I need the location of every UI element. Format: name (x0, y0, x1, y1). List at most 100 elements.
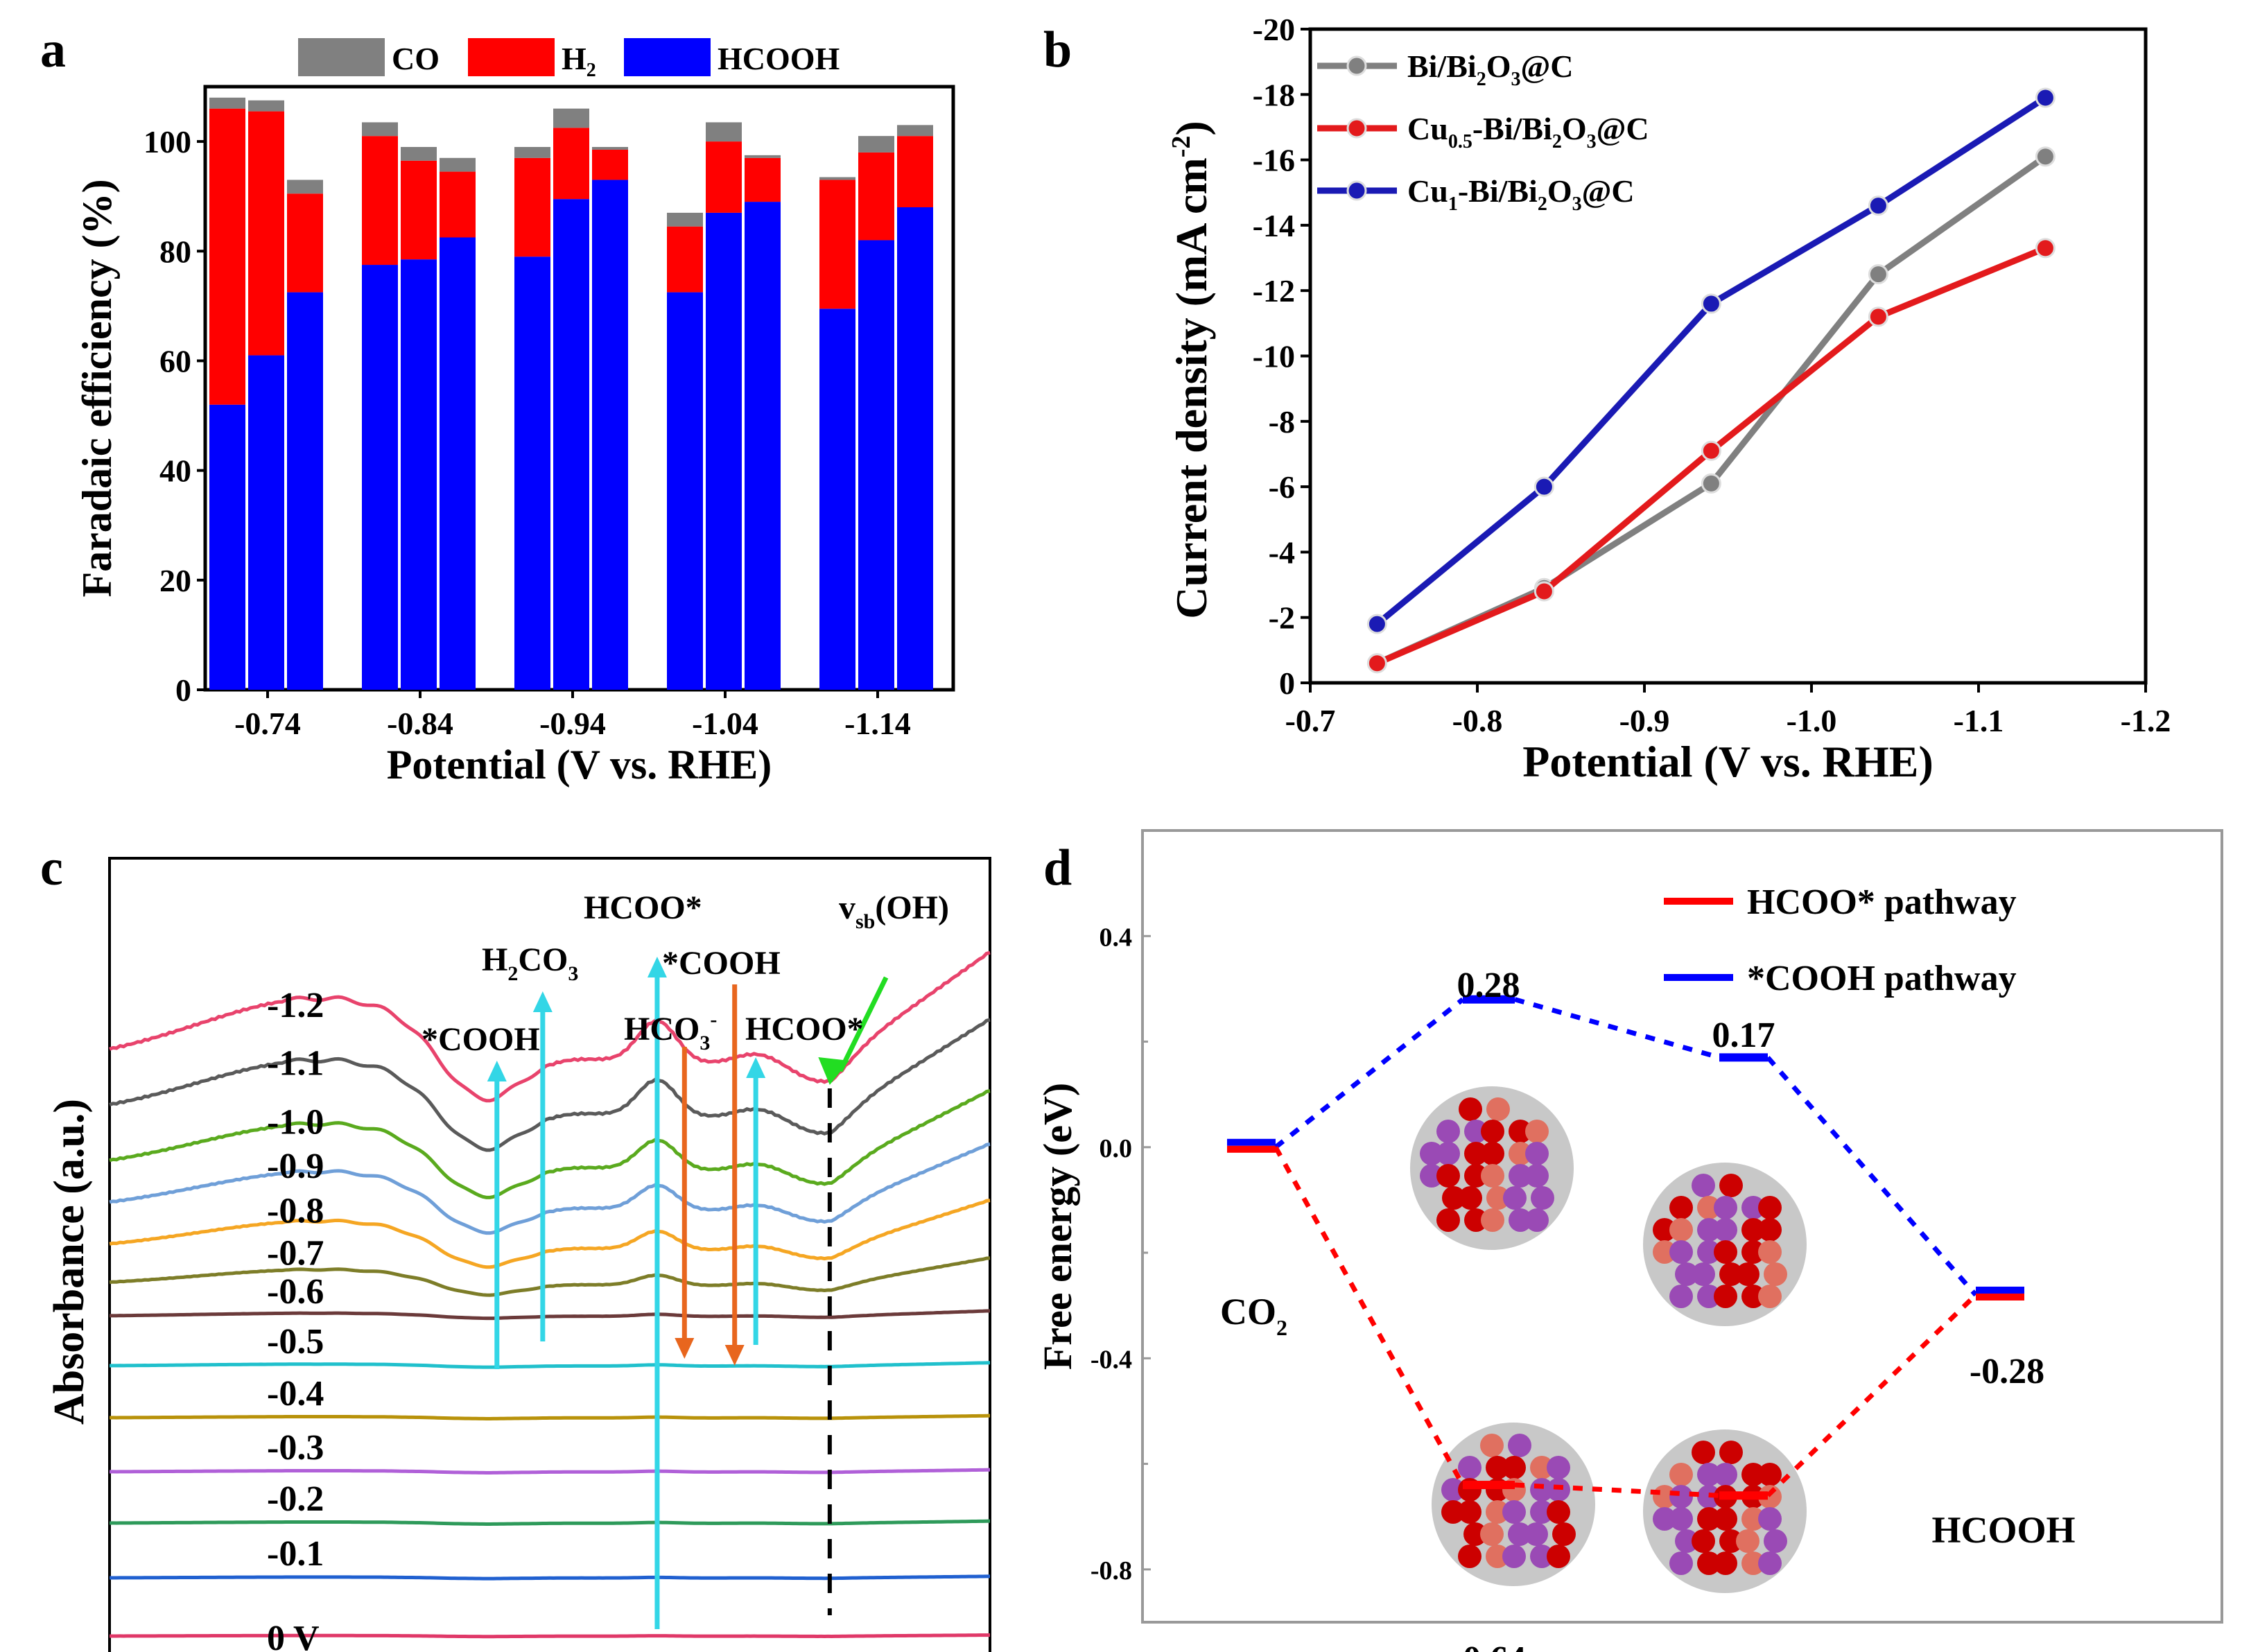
atom (1714, 1507, 1737, 1531)
data-point (1366, 653, 1387, 674)
atom (1669, 1507, 1693, 1531)
bar-segment-hcooh (706, 212, 742, 690)
atom (1502, 1500, 1526, 1524)
bar-segment-h2 (401, 160, 437, 260)
atom (1714, 1218, 1737, 1242)
bar-segment-co (401, 147, 437, 161)
bar-segment-co (287, 180, 323, 194)
spectrum-line--0.7 (109, 1256, 991, 1297)
x-tick-label: -1.14 (844, 706, 911, 741)
atom (1486, 1545, 1509, 1568)
y-tick-label: -20 (1253, 12, 1295, 47)
legend-label: *COOH pathway (1747, 959, 2017, 998)
y-tick-label: -6 (1269, 469, 1295, 505)
spectrum-line--0.6 (109, 1309, 991, 1321)
spectrum-label: -0.4 (267, 1374, 324, 1414)
bar-segment-hcooh (553, 199, 589, 690)
spectrum-line--0.5 (109, 1361, 991, 1369)
data-point (1868, 306, 1888, 327)
bar-segment-co (819, 177, 855, 180)
legend-label-h2: H2 (562, 41, 596, 81)
data-point (1533, 476, 1554, 497)
x-tick-label: -0.7 (1285, 703, 1336, 738)
atom (1441, 1478, 1465, 1502)
y-axis-label: Current density (mA cm-2) (1167, 121, 1216, 618)
bar-segment-hcooh (248, 355, 284, 690)
spectrum-line--0.4 (109, 1414, 991, 1420)
y-tick-label: -16 (1253, 143, 1295, 178)
legend-marker (1346, 180, 1367, 201)
annotation-label: HCOO* (584, 889, 702, 926)
spectrum-label: -0.3 (267, 1428, 324, 1468)
atom (1508, 1522, 1531, 1546)
bar-segment-co (248, 100, 284, 112)
atom (1459, 1097, 1482, 1121)
atom (1758, 1507, 1782, 1531)
y-axis-label: Faradaic efficiency (%) (74, 179, 120, 597)
atom (1509, 1120, 1532, 1143)
data-point (1868, 195, 1888, 216)
hcoo-pathway-connector (1766, 1293, 1978, 1497)
bar-segment-h2 (858, 152, 894, 241)
hcoo-pathway-connector (1273, 1146, 1466, 1486)
energy-value-label: -0.66 (1706, 1650, 1781, 1652)
plot-frame (108, 857, 991, 1652)
spectrum-label: -1.0 (267, 1102, 324, 1142)
bar-segment-co (897, 125, 933, 137)
spectrum-label: -0.1 (267, 1534, 324, 1574)
legend-label: HCOO* pathway (1747, 882, 2017, 922)
atom (1441, 1500, 1465, 1524)
atom (1758, 1285, 1782, 1308)
bar-segment-h2 (553, 128, 589, 200)
atom (1436, 1164, 1460, 1188)
bar-segment-co (440, 157, 476, 172)
atom (1741, 1507, 1765, 1531)
y-tick-label: -2 (1269, 600, 1295, 636)
spectrum-line--0.1 (109, 1574, 991, 1581)
atom (1697, 1463, 1721, 1486)
x-axis-label: Potential (V vs. RHE) (387, 742, 772, 788)
bar-segment-hcooh (401, 259, 437, 690)
data-point (1533, 581, 1554, 602)
atom (1758, 1551, 1782, 1575)
panel-label-d: d (1043, 840, 1072, 896)
atom (1692, 1262, 1715, 1286)
cooh-pathway-connector (1514, 997, 1720, 1060)
energy-value-label: 0.28 (1457, 966, 1520, 1005)
atom (1669, 1196, 1693, 1219)
spectrum-line--0.9 (109, 1142, 991, 1235)
atom (1547, 1456, 1570, 1479)
atom (1458, 1456, 1481, 1479)
atom (1653, 1218, 1676, 1242)
bar-segment-hcooh (667, 292, 703, 690)
spectrum-label: -0.5 (267, 1322, 324, 1362)
annotation-label: vsb(OH) (839, 889, 949, 933)
state-label-co2: CO2 (1220, 1291, 1287, 1340)
atom (1741, 1285, 1765, 1308)
legend-label-hcooh: HCOOH (718, 41, 840, 76)
atom (1714, 1240, 1737, 1264)
atom (1442, 1186, 1466, 1210)
legend-marker (1346, 118, 1367, 139)
bar-segment-hcooh (819, 308, 855, 690)
y-tick-label: 20 (159, 563, 191, 598)
energy-level-cooh (1227, 1138, 1276, 1146)
atom (1464, 1120, 1488, 1143)
spectrum-line--0.3 (109, 1468, 991, 1475)
legend-swatch-co (298, 38, 385, 76)
cooh-pathway-connector (1766, 1056, 1978, 1297)
atom (1525, 1164, 1549, 1188)
atom (1486, 1186, 1510, 1210)
spectrum-label: -0.6 (267, 1272, 324, 1312)
atom (1714, 1196, 1737, 1219)
bar-segment-hcooh (897, 207, 933, 690)
atom (1530, 1500, 1554, 1524)
structure-image-1 (1410, 1086, 1574, 1250)
y-tick-label: -10 (1253, 339, 1295, 374)
chart-faradaic-efficiency: 0 20 40 60 80 100 -0.74 -0.84 -0.94 -1.04 -1.14 Pot… (74, 38, 955, 788)
atom (1675, 1262, 1698, 1286)
bar-segment-h2 (440, 171, 476, 238)
legend-label-co: CO (392, 41, 440, 76)
spectrum-line-0V (109, 1633, 991, 1639)
atom (1525, 1208, 1549, 1232)
